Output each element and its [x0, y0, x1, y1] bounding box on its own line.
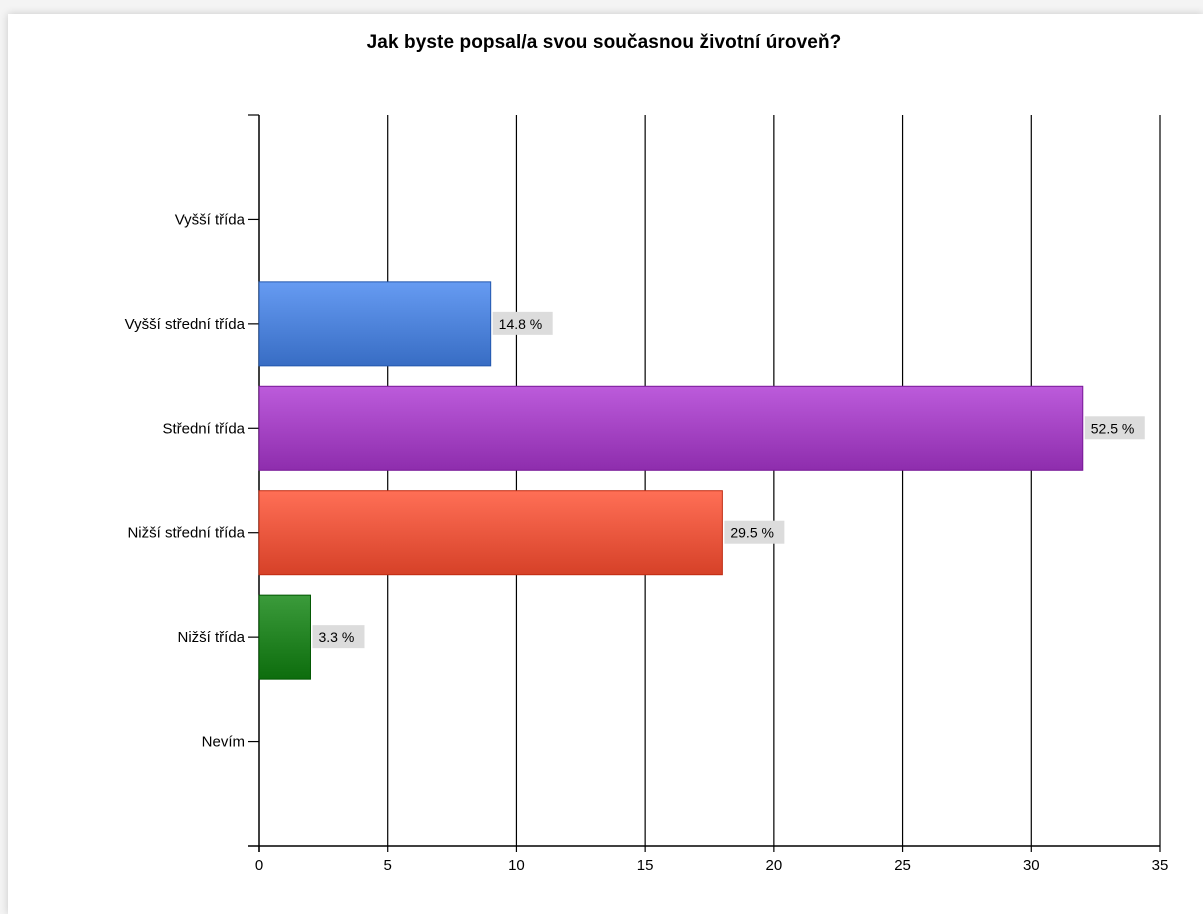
- y-tick-label: Nižší třída: [177, 629, 245, 646]
- y-tick-label: Vyšší střední třída: [125, 316, 246, 333]
- y-tick-label: Nižší střední třída: [127, 525, 245, 542]
- x-tick-label: 35: [1152, 857, 1169, 874]
- data-label: 29.5 %: [730, 525, 774, 541]
- data-label-bg: [312, 625, 365, 649]
- x-tick-label: 15: [637, 857, 654, 874]
- chart-title: Jak byste popsal/a svou současnou životn…: [366, 32, 842, 53]
- x-tick-label: 30: [1023, 857, 1040, 874]
- x-tick-label: 0: [255, 857, 263, 874]
- x-tick-label: 25: [894, 857, 911, 874]
- bar: [258, 490, 723, 576]
- data-label: 52.5 %: [1091, 420, 1135, 436]
- data-label-bg: [724, 520, 785, 544]
- bar: [258, 281, 492, 367]
- y-tick-label: Střední třída: [162, 420, 245, 437]
- bar: [258, 385, 1084, 471]
- x-tick-label: 10: [508, 857, 525, 874]
- x-tick-label: 20: [766, 857, 783, 874]
- x-tick-label: 5: [384, 857, 392, 874]
- data-label: 14.8 %: [499, 316, 543, 332]
- y-tick-label: Vyšší třída: [175, 211, 246, 228]
- data-label-bg: [1084, 416, 1145, 440]
- y-tick-label: Nevím: [202, 734, 245, 751]
- bar: [258, 594, 311, 680]
- data-label: 3.3 %: [318, 629, 354, 645]
- data-label-bg: [492, 311, 553, 335]
